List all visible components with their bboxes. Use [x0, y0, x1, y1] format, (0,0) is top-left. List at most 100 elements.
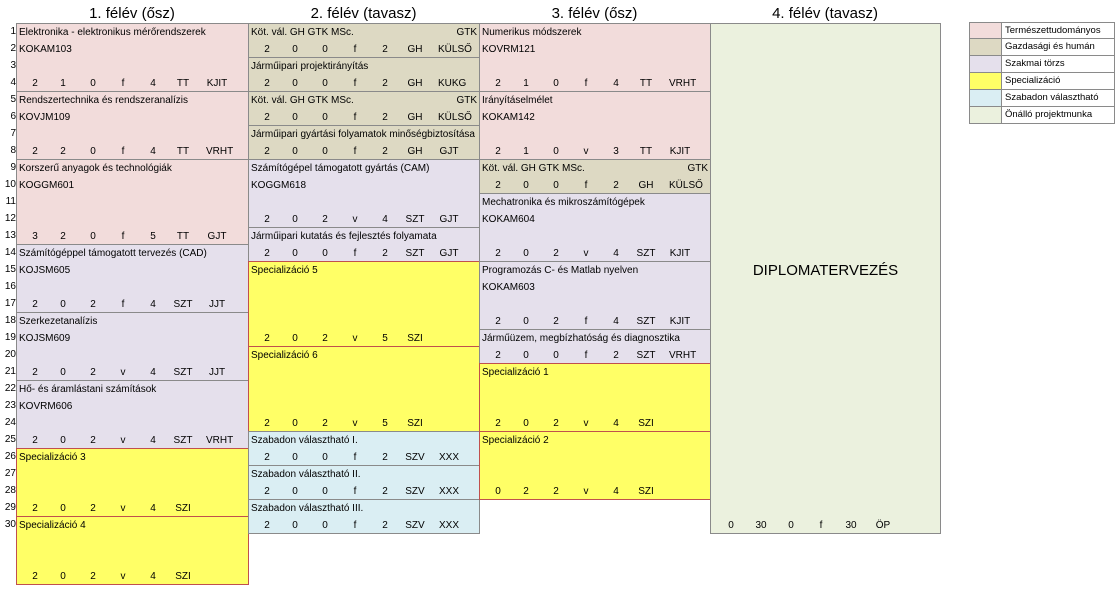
row-number: 9 [10, 162, 16, 173]
stat-e: f [121, 231, 125, 242]
course-name: Köt. vál. GH GTK MSc. [482, 163, 585, 174]
stat-k: 5 [382, 418, 388, 429]
legend-label: Természettudományos [1005, 25, 1101, 36]
stat-k: 2 [613, 180, 619, 191]
course-stats: 2 0 2 v 4 SZT JJT [17, 364, 248, 380]
stat-t: GH [407, 146, 423, 157]
course-stats: 2 0 0 f 2 SZV XXX [249, 483, 479, 499]
stat-e: f [353, 520, 357, 531]
row-number: 30 [4, 519, 16, 530]
stat-k: 2 [382, 112, 388, 123]
course-cell: Járműipari projektirányítás 2 0 0 f 2 GH KUKG [248, 57, 480, 92]
stat-g: 0 [292, 146, 298, 157]
stat-t: TT [639, 146, 653, 157]
stat-t: SZT [636, 350, 656, 361]
stat-g: 0 [292, 44, 298, 55]
stat-l: 0 [322, 78, 328, 89]
stat-g: 30 [755, 520, 767, 531]
legend-item: Szabadon választható [969, 90, 1115, 107]
stat-e: f [584, 78, 588, 89]
stat-g: 2 [60, 231, 66, 242]
course-name: Járműüzem, megbízhatóság és diagnosztika [482, 333, 680, 344]
stat-i: VRHT [206, 146, 234, 157]
stat-h: 0 [728, 520, 734, 531]
stat-l: 2 [90, 435, 96, 446]
stat-t: SZI [638, 418, 654, 429]
stat-k: 2 [382, 146, 388, 157]
stat-l: 2 [90, 299, 96, 310]
course-name: Numerikus módszerek [482, 27, 582, 38]
course-name: Rendszertechnika és rendszeranalízis [19, 95, 188, 106]
course-name: Specializáció 1 [482, 367, 549, 378]
course-stats: 2 0 2 v 4 SZI [17, 500, 248, 516]
stat-g: 0 [60, 299, 66, 310]
stat-g: 0 [292, 248, 298, 259]
course-cell: Specializáció 4 2 0 2 v 4 SZI [16, 516, 249, 585]
stat-k: 4 [150, 571, 156, 582]
stat-l: 2 [553, 486, 559, 497]
stat-k: 4 [150, 146, 156, 157]
course-tag: GTK [456, 27, 477, 38]
stat-l: 0 [322, 146, 328, 157]
course-name: Specializáció 6 [251, 350, 318, 361]
stat-g: 0 [523, 248, 529, 259]
stat-k: 4 [150, 78, 156, 89]
row-number: 27 [4, 468, 16, 479]
legend-label: Önálló projektmunka [1005, 109, 1093, 120]
stat-i: KJIT [669, 248, 691, 259]
stat-g: 0 [523, 180, 529, 191]
stat-t: SZT [405, 214, 425, 225]
stat-h: 2 [264, 214, 270, 225]
course-name: Mechatronika és mikroszámítógépek [482, 197, 645, 208]
row-number: 1 [10, 26, 16, 37]
course-stats: 2 0 0 f 2 SZV XXX [249, 449, 479, 465]
stat-k: 2 [382, 520, 388, 531]
course-stats: 2 0 2 v 4 SZI [17, 568, 248, 584]
course-code: KOGGM618 [251, 180, 307, 191]
course-code: KOGGM601 [19, 180, 75, 191]
course-stats: 2 0 0 f 2 GH GJT [249, 143, 479, 159]
stat-e: v [583, 146, 589, 157]
stat-l: 2 [322, 418, 328, 429]
legend: Természettudományos Gazdasági és humán Sza… [969, 22, 1115, 124]
stat-l: 0 [553, 350, 559, 361]
stat-h: 2 [264, 78, 270, 89]
stat-t: SZV [405, 452, 425, 463]
course-stats: 2 0 2 v 4 SZT VRHT [17, 432, 248, 448]
course-tag: GTK [456, 95, 477, 106]
course-cell: Mechatronika és mikroszámítógépek KOKAM60… [479, 193, 711, 262]
course-cell: Szabadon választható III. 2 0 0 f 2 SZV XXX [248, 499, 480, 534]
stat-k: 2 [613, 350, 619, 361]
stat-k: 2 [382, 78, 388, 89]
stat-e: f [353, 112, 357, 123]
stat-t: SZV [405, 520, 425, 531]
stat-k: 3 [613, 146, 619, 157]
stat-k: 2 [382, 452, 388, 463]
stat-l: 2 [322, 333, 328, 344]
stat-h: 2 [264, 520, 270, 531]
stat-k: 4 [150, 299, 156, 310]
stat-g: 0 [523, 316, 529, 327]
legend-item: Szakmai törzs [969, 56, 1115, 73]
row-number: 3 [10, 60, 16, 71]
row-number: 26 [4, 451, 16, 462]
course-stats: 3 2 0 f 5 TT GJT [17, 228, 248, 244]
stat-h: 0 [495, 486, 501, 497]
stat-i: GJT [207, 231, 227, 242]
course-cell: Numerikus módszerek KOVRM121 2 1 0 f 4 TT VRHT [479, 23, 711, 92]
course-cell: Köt. vál. GH GTK MSc. GTK 2 0 0 f 2 GH KÜLSŐ [248, 91, 480, 126]
course-stats: 2 0 0 f 2 GH KÜLSŐ [249, 41, 479, 57]
stat-k: 5 [382, 333, 388, 344]
stat-l: 0 [322, 520, 328, 531]
stat-e: v [120, 503, 126, 514]
stat-g: 2 [523, 486, 529, 497]
stat-t: SZT [636, 316, 656, 327]
course-cell: Szerkezetanalízis KOJSM609 2 0 2 v 4 SZT JJT [16, 312, 249, 381]
stat-g: 0 [292, 520, 298, 531]
stat-l: 2 [90, 367, 96, 378]
stat-l: 0 [553, 146, 559, 157]
legend-swatch [970, 56, 1002, 72]
row-number: 28 [4, 485, 16, 496]
stat-t: SZT [173, 367, 193, 378]
course-stats: 2 0 0 f 2 GH KÜLSŐ [480, 177, 710, 193]
